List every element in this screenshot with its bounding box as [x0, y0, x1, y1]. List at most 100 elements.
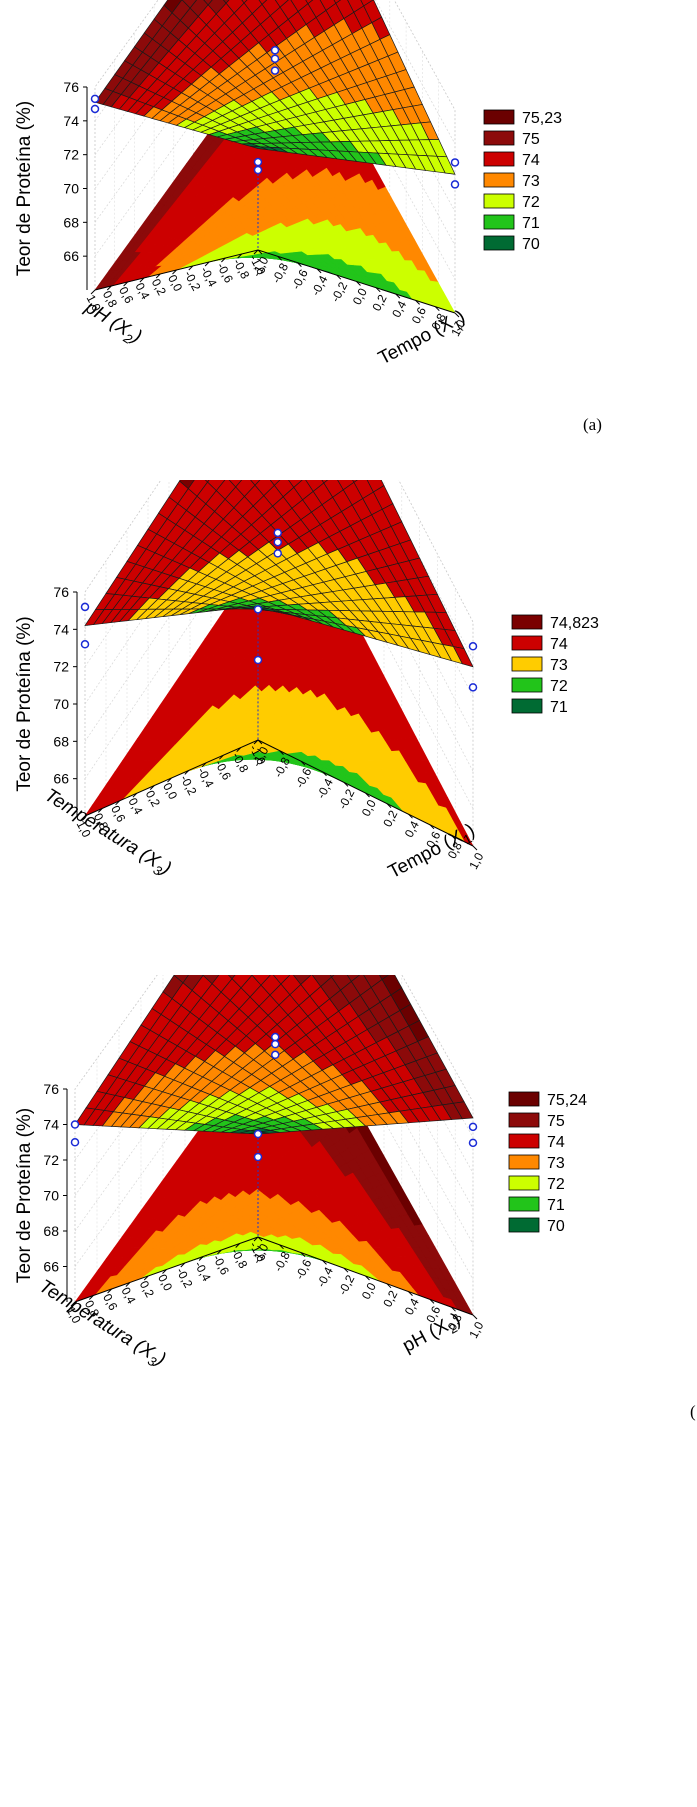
floor-contour — [84, 505, 474, 847]
x-tick — [356, 281, 361, 286]
legend-label: 70 — [522, 236, 540, 253]
z-tick-label: 68 — [53, 733, 69, 749]
legend-label: 71 — [547, 1197, 565, 1214]
y-tick-label: 0,0 — [160, 780, 180, 802]
z-tick-label: 68 — [43, 1223, 59, 1239]
observed-point — [253, 605, 263, 614]
y-tick — [180, 1262, 186, 1268]
x-tick-label: -0,4 — [314, 776, 336, 801]
x-tick — [408, 1291, 413, 1296]
legend-label: 70 — [547, 1218, 565, 1235]
floor-projection-point — [253, 1152, 263, 1162]
legend: 75,23 75 74 73 72 71 70 — [483, 109, 562, 253]
observed-point — [70, 1120, 80, 1129]
x-tick — [365, 1275, 370, 1281]
x-tick — [343, 782, 349, 787]
observed-points — [90, 46, 460, 250]
x-tick — [257, 739, 263, 745]
x-axis-title: Tempo (X1) — [385, 820, 480, 886]
x-axis-var: pH (X — [399, 1315, 452, 1356]
floor-contour — [74, 996, 474, 1316]
x-tick — [415, 300, 420, 305]
y-tick-label: 0,2 — [143, 788, 163, 810]
observed-point — [450, 180, 460, 189]
y-tick — [184, 770, 190, 775]
observed-points — [80, 528, 478, 740]
y-tick — [139, 277, 145, 283]
y-tick — [162, 1269, 167, 1274]
y-tick — [132, 792, 138, 798]
y-tick — [253, 739, 259, 745]
y-tick — [172, 269, 177, 275]
x-tick — [472, 845, 478, 851]
y-tick — [70, 1301, 76, 1307]
x-tick-label: -0,6 — [289, 267, 311, 292]
y-tick — [90, 289, 96, 295]
y-tick — [217, 1249, 222, 1255]
x-tick-label: 0,2 — [369, 292, 389, 314]
z-tick-label: 68 — [63, 214, 79, 230]
legend-label: 74 — [550, 636, 568, 653]
observed-points — [70, 1032, 478, 1237]
wall-gridline — [74, 975, 474, 1245]
x-tick — [257, 1236, 263, 1242]
x-tick — [365, 792, 370, 798]
surface-cell — [241, 0, 248, 4]
legend-label: 74 — [547, 1134, 565, 1151]
legend-label: 72 — [550, 678, 568, 695]
legend-swatch — [508, 1217, 540, 1233]
wall-gridline — [94, 0, 456, 145]
x-tick — [257, 249, 263, 255]
x-tick — [472, 1314, 478, 1320]
response-surface — [74, 975, 474, 1135]
y-tick — [125, 1282, 131, 1287]
y-tick — [143, 1275, 149, 1281]
observed-point — [253, 1129, 263, 1139]
x-tick — [297, 262, 302, 267]
observed-point — [273, 528, 282, 538]
x-tick — [386, 803, 392, 808]
response-surface — [84, 480, 474, 668]
y-tick-label: 0,2 — [137, 1278, 157, 1300]
legend-swatch — [483, 130, 515, 146]
observed-point — [270, 66, 280, 75]
legend-swatch — [483, 151, 515, 167]
y-tick-label: 0,4 — [118, 1285, 138, 1307]
z-tick-label: 70 — [43, 1188, 59, 1204]
y-tick — [204, 261, 210, 267]
z-tick-label: 72 — [63, 147, 79, 163]
x-tick-label: -0,4 — [308, 273, 330, 298]
y-tick-label: -0,4 — [192, 1259, 214, 1284]
y-tick — [201, 762, 207, 768]
observed-point — [273, 549, 282, 558]
legend-swatch — [511, 656, 543, 672]
z-tick-label: 70 — [53, 696, 69, 712]
x-tick-label: -0,2 — [335, 786, 357, 811]
y-tick-label: -0,6 — [210, 1252, 232, 1277]
wall-gridline — [84, 480, 474, 809]
x-tick — [316, 268, 322, 274]
x-tick — [277, 255, 283, 261]
y-tick — [88, 1295, 94, 1300]
x-tick — [343, 1267, 349, 1273]
surface-cell — [203, 0, 213, 6]
panel-label: (a) — [583, 415, 602, 434]
y-tick — [188, 265, 194, 271]
y-tick — [235, 1243, 241, 1248]
y-tick — [237, 253, 243, 259]
surface-cell — [227, 975, 236, 980]
x-tick — [454, 312, 460, 318]
observed-point — [270, 46, 280, 55]
y-tick — [253, 249, 259, 255]
observed-point — [80, 640, 90, 649]
observed-point — [468, 1138, 478, 1148]
x-tick — [429, 824, 435, 830]
legend-swatch — [508, 1154, 540, 1170]
z-axis-title: Teor de Proteína (%) — [14, 1108, 35, 1283]
surface-chart-a: 66 68 70 72 74 76 -1,0 -0,8 -0,6 -0,4 -0,2 0,0 0,2 0,… — [0, 0, 697, 440]
legend-swatch — [508, 1091, 540, 1107]
x-tick — [279, 1244, 284, 1250]
x-tick-label: -0,2 — [335, 1272, 357, 1297]
x-tick-label: 0,0 — [359, 797, 379, 819]
